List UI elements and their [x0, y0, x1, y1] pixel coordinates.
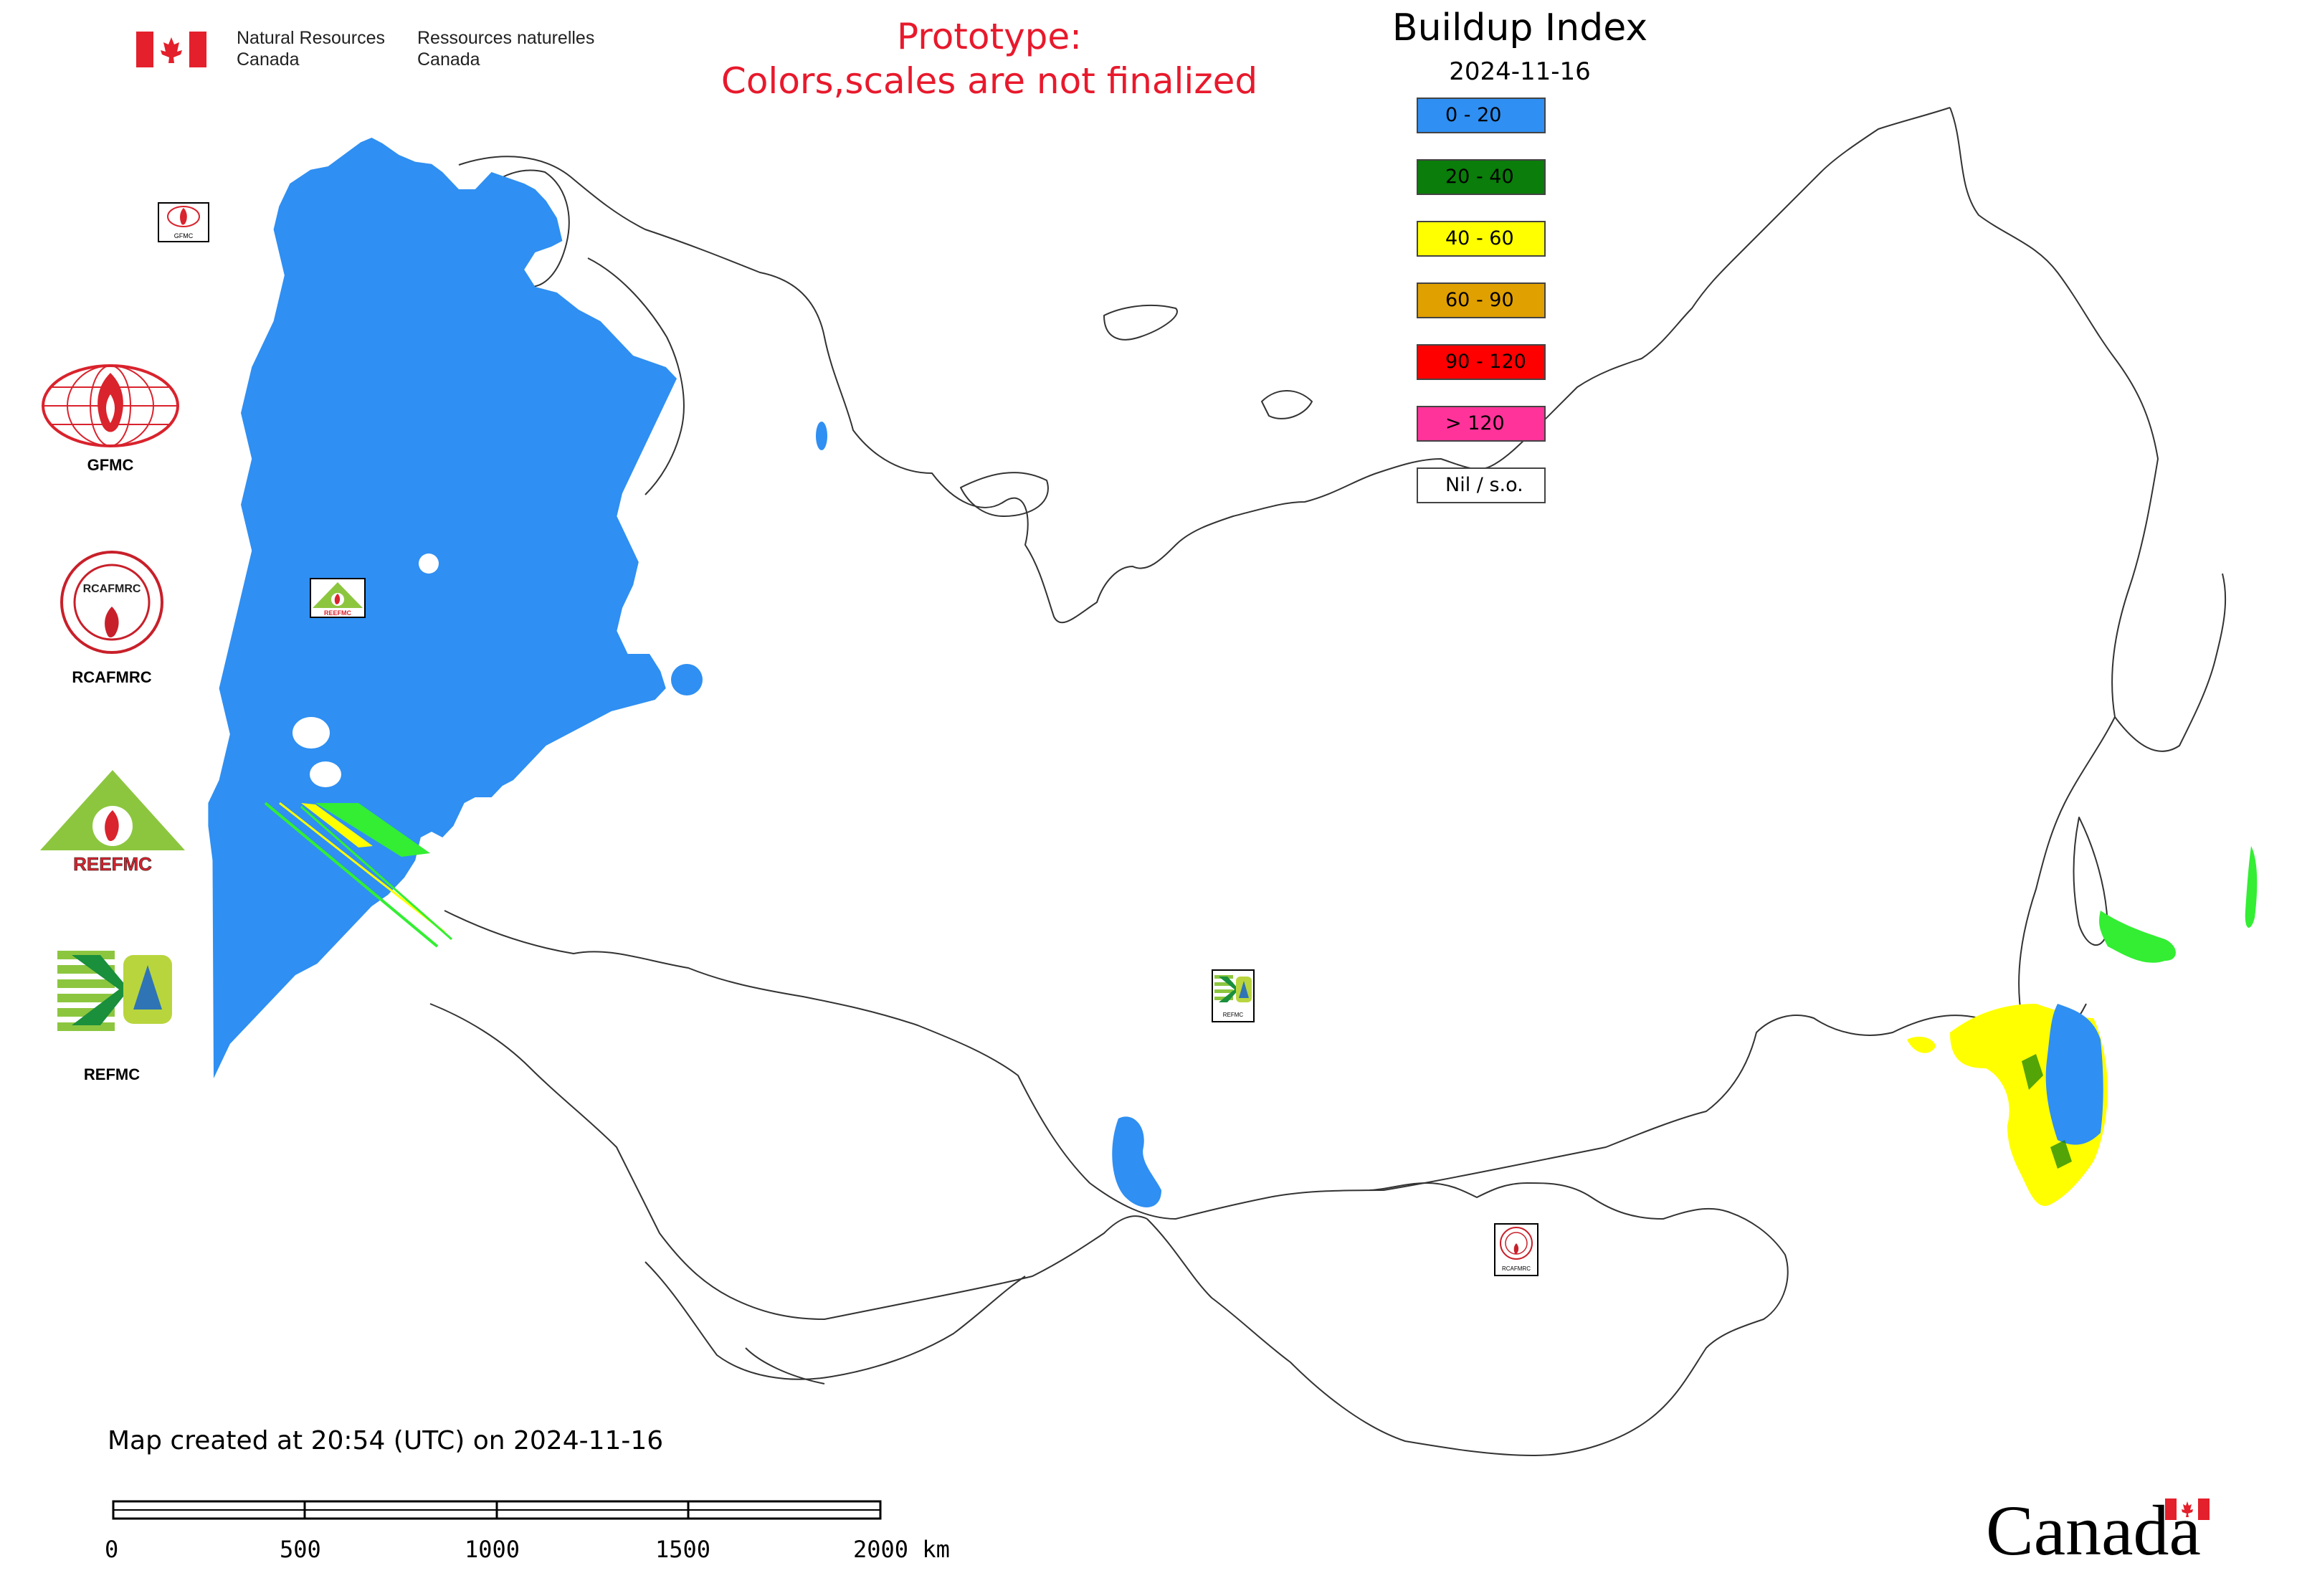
bui-region-20-40-kuril [2245, 846, 2258, 928]
legend-item-0-20: 0 - 20 [1417, 98, 1546, 133]
bui-region-0-20-primorye [2045, 1004, 2103, 1145]
scale-tick-2000-km: 2000 km [853, 1536, 950, 1563]
russia-outline [458, 107, 1951, 624]
scale-bar [112, 1500, 882, 1520]
far-east-coast [1949, 107, 2227, 1019]
gfmc-marker-label: GFMC [173, 232, 194, 239]
bui-region-20-40-strip [315, 803, 430, 857]
rcafmrc-marker[interactable]: RCAFMRC [1494, 1223, 1538, 1276]
nrcan-fr-line1: Ressources naturelles [417, 28, 595, 48]
refmc-marker[interactable]: REFMC [1212, 969, 1255, 1022]
nrcan-signature-fr: Ressources naturelles Canada [417, 27, 594, 70]
nrcan-en-line2: Canada [237, 49, 300, 70]
mongolia-border [1146, 1182, 1789, 1456]
country-borders [429, 107, 2227, 1456]
reefmc-marker-label: REEFMC [324, 609, 352, 617]
bui-region-20-40-patches [2022, 1054, 2072, 1169]
canada-flag-icon [136, 32, 206, 67]
legend-item-over-120: > 120 [1417, 406, 1546, 442]
scale-tick-0: 0 [105, 1536, 119, 1563]
stripe-line-3 [300, 805, 452, 941]
map-date: 2024-11-16 [1449, 57, 1591, 86]
severnaya-zemlya [1261, 390, 1313, 419]
legend-item-40-60: 40 - 60 [1417, 221, 1546, 257]
stripe-line-2 [279, 802, 445, 934]
nrcan-signature-en: Natural Resources Canada [237, 27, 385, 70]
gfmc-logo-icon [42, 364, 179, 447]
map-created-text: Map created at 20:54 (UTC) on 2024-11-16 [108, 1426, 664, 1455]
lake-ladoga [419, 554, 439, 574]
canada-wordmark: Canada [1986, 1491, 2201, 1570]
bui-region-0-20-west [208, 138, 677, 1078]
map-title: Buildup Index [1392, 6, 1648, 49]
bui-fill-far-east [1907, 846, 2258, 1206]
prototype-warning: Prototype: Colors,scales are not finaliz… [631, 14, 1348, 103]
reefmc-marker[interactable]: REEFMC [310, 578, 366, 618]
legend-item-nil: Nil / s.o. [1417, 467, 1546, 503]
refmc-marker-icon [1214, 975, 1252, 1002]
reefmc-marker-icon: REEFMC [313, 582, 363, 617]
bui-spot-2 [816, 422, 827, 450]
legend-item-20-40: 20 - 40 [1417, 159, 1546, 195]
wordmark-flag-icon [2165, 1498, 2210, 1520]
stripe-line-1 [264, 802, 439, 948]
novaya-zemlya [1103, 304, 1178, 341]
reefmc-logo-icon: REEFMC [40, 770, 185, 875]
taymyr [960, 472, 1049, 517]
russia-southern-border [444, 910, 2087, 1220]
rcafmrc-logo-icon: RCAFMRC [60, 551, 163, 654]
kazakhstan-border [429, 1003, 1148, 1320]
scale-tick-1000: 1000 [465, 1536, 520, 1563]
prototype-line-2: Colors,scales are not finalized [720, 60, 1258, 102]
refmc-marker-label: REFMC [1222, 1012, 1244, 1018]
bui-fill-west [208, 138, 1161, 1207]
bui-spot-1 [671, 664, 703, 695]
refmc-label: REFMC [83, 1065, 141, 1083]
rcafmrc-label: RCAFMRC [72, 668, 152, 686]
gfmc-marker-icon [167, 206, 200, 227]
bui-region-40-60-strip [301, 803, 373, 847]
lake-3 [310, 761, 341, 787]
scale-tick-500: 500 [280, 1536, 321, 1563]
reefmc-logo-text: REEFMC [73, 853, 152, 875]
refmc-logo-icon [57, 945, 175, 1034]
bui-region-20-40-sakhalin [2099, 911, 2176, 963]
legend-item-90-120: 90 - 120 [1417, 344, 1546, 380]
rcafmrc-marker-label: RCAFMRC [1502, 1265, 1531, 1272]
lake-onega [292, 717, 330, 749]
legend-item-60-90: 60 - 90 [1417, 282, 1546, 318]
sakhalin [2073, 817, 2108, 946]
gfmc-label: GFMC [87, 456, 134, 474]
rcafmrc-marker-icon [1500, 1227, 1533, 1260]
bui-spot-balkhash [1112, 1116, 1161, 1207]
rcafmrc-logo-text: RCAFMRC [83, 583, 141, 595]
nrcan-fr-line2: Canada [417, 49, 480, 70]
prototype-line-1: Prototype: [896, 16, 1083, 57]
central-asia-border [645, 1261, 1026, 1384]
gfmc-marker[interactable]: GFMC [158, 202, 209, 242]
nrcan-en-line1: Natural Resources [237, 28, 386, 48]
scale-tick-1500: 1500 [655, 1536, 711, 1563]
